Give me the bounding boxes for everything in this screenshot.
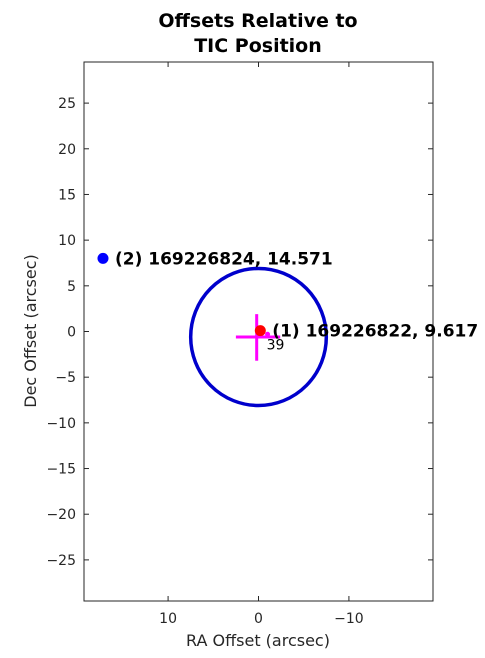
x-tick-label: 0 [254,611,263,627]
x-tick-label: 10 [159,611,177,627]
y-tick-label: −25 [46,553,76,569]
star-label-1: (1) 169226822, 9.617 [272,322,478,342]
data-layer: 39(1) 169226822, 9.617 (2) 169226824, 14.… [97,249,478,408]
y-tick-label: −20 [46,507,76,523]
centroid-marker [265,331,271,337]
y-tick-label: −5 [55,370,76,386]
y-tick-label: 25 [58,96,76,112]
y-axis-label: Dec Offset (arcsec) [21,254,40,408]
aperture-circle [188,266,329,408]
x-axis-label: RA Offset (arcsec) [186,631,330,650]
tick-layer: 25 20 15 10 5 0 −5 −10 −15 −20 −25 10 0 −10 [46,62,433,627]
y-tick-label: 15 [58,187,76,203]
star-point-2 [97,252,109,264]
star-label-2: (2) 169226824, 14.571 [115,249,333,269]
y-tick-label: 10 [58,233,76,249]
star-point-1 [254,325,266,337]
small-annotation-label: 39 [267,338,285,354]
y-tick-label: 0 [67,325,76,341]
y-tick-label: −15 [46,462,76,478]
y-tick-label: 20 [58,142,76,158]
chart-title-line-1: Offsets Relative to [158,10,357,32]
x-tick-label: −10 [334,611,364,627]
chart-title-line-2: TIC Position [194,35,322,57]
y-tick-label: −10 [46,416,76,432]
y-tick-label: 5 [67,279,76,295]
